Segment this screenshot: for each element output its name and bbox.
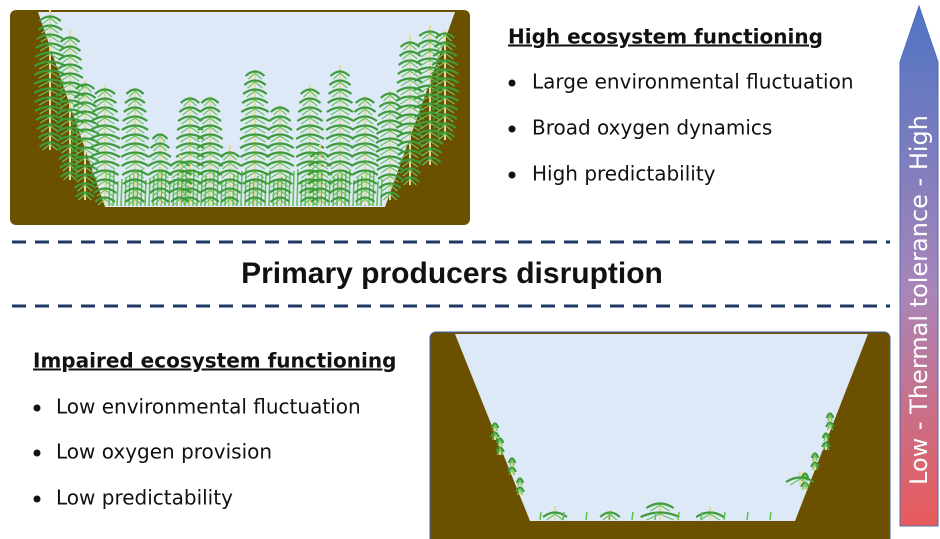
grass	[380, 178, 383, 207]
plant	[350, 95, 380, 206]
bullet-text: Broad oxygen dynamics	[532, 116, 772, 140]
bullet	[508, 171, 516, 179]
grass	[224, 178, 227, 207]
arrow-label: Low - Thermal tolerance - High	[905, 115, 933, 485]
plant	[821, 432, 831, 451]
grass	[769, 511, 772, 521]
bullet	[508, 125, 516, 133]
plant	[430, 30, 460, 141]
plant	[495, 437, 505, 456]
plant	[147, 133, 173, 206]
thermal-arrow	[899, 4, 939, 527]
plant	[810, 452, 820, 471]
grass	[723, 511, 726, 521]
grass	[120, 178, 123, 207]
plant	[515, 477, 525, 496]
plant	[490, 422, 500, 441]
grass	[264, 171, 267, 207]
plant	[395, 35, 425, 186]
grass	[360, 175, 363, 207]
grass	[654, 511, 657, 521]
plant	[640, 502, 680, 521]
grass	[268, 169, 271, 207]
bullet	[508, 79, 516, 87]
plant	[542, 506, 568, 521]
grass	[304, 177, 307, 207]
grass	[631, 511, 634, 521]
bullet-text: Large environmental fluctuation	[532, 70, 854, 94]
plants	[490, 412, 835, 521]
bullet	[33, 449, 41, 457]
bullet-text: Low environmental fluctuation	[56, 395, 361, 419]
plant	[507, 457, 517, 476]
plant	[265, 105, 295, 206]
grass	[677, 511, 680, 521]
bullet	[33, 404, 41, 412]
plant	[695, 506, 725, 521]
plant	[785, 471, 815, 486]
grass	[608, 511, 611, 521]
plant	[239, 70, 271, 206]
plant	[825, 412, 835, 431]
grass	[376, 180, 379, 207]
bullet-text: High predictability	[532, 162, 716, 186]
plants	[33, 10, 460, 207]
water	[455, 334, 868, 521]
bullet-text: Low predictability	[56, 486, 233, 510]
plant	[33, 10, 67, 151]
plant	[167, 155, 193, 206]
plant	[217, 145, 243, 206]
bullet	[33, 495, 41, 503]
grass	[172, 178, 175, 207]
bullet-text: Low oxygen provision	[56, 440, 272, 464]
top-landscape	[10, 10, 470, 225]
plant	[89, 85, 121, 206]
grass	[539, 511, 542, 521]
center-title: Primary producers disruption	[241, 257, 663, 290]
grass	[746, 511, 749, 521]
plant	[375, 90, 405, 201]
plant	[307, 145, 333, 206]
heading: High ecosystem functioning	[508, 25, 823, 49]
grass	[562, 511, 565, 521]
grass	[292, 170, 295, 207]
grass	[244, 168, 247, 207]
grass	[348, 168, 351, 207]
plant	[120, 88, 150, 206]
grass	[116, 180, 119, 207]
grass	[585, 511, 588, 521]
heading: Impaired ecosystem functioning	[33, 349, 396, 373]
grass	[240, 170, 243, 207]
grass	[700, 511, 703, 521]
bottom-landscape	[429, 331, 891, 539]
grass	[196, 179, 199, 207]
